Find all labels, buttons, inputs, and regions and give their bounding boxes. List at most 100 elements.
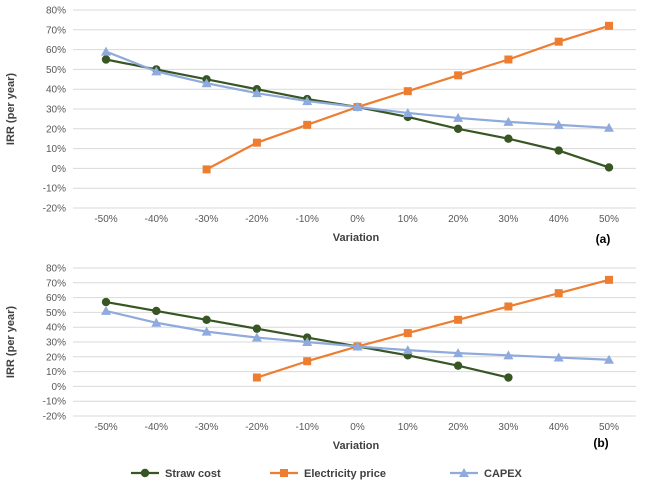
series-capex <box>101 46 614 132</box>
x-tick-label: 40% <box>549 214 569 225</box>
data-point <box>553 352 564 362</box>
data-point <box>152 306 161 316</box>
data-point <box>251 332 262 342</box>
x-tick-label: -20% <box>245 422 268 433</box>
data-point <box>252 373 261 382</box>
legend-item: CAPEX <box>450 468 523 480</box>
series-line <box>105 58 610 169</box>
data-point <box>201 78 212 88</box>
x-tick-label: 0% <box>350 422 365 433</box>
y-tick-label: 50% <box>46 308 66 319</box>
x-tick-label: 50% <box>599 214 619 225</box>
y-tick-label: 30% <box>46 338 66 349</box>
data-point <box>151 317 162 327</box>
x-tick-label: -30% <box>195 422 218 433</box>
data-point <box>101 297 111 307</box>
data-point <box>604 163 614 172</box>
legend-marker <box>459 468 469 477</box>
legend-label: Electricity price <box>304 468 386 480</box>
legend: Straw cost Electricity price CAPEX <box>131 468 523 480</box>
data-point <box>352 341 363 351</box>
y-tick-label: 40% <box>46 323 66 334</box>
x-tick-label: 30% <box>498 214 518 225</box>
data-point <box>504 302 513 311</box>
legend-marker <box>280 469 288 477</box>
series-line <box>256 278 610 379</box>
y-tick-label: 20% <box>46 124 66 135</box>
y-tick-label: -20% <box>43 204 66 215</box>
y-tick-label: 70% <box>46 25 66 36</box>
data-point <box>402 345 413 355</box>
data-point <box>604 354 614 364</box>
data-point <box>201 326 212 336</box>
x-tick-label: -10% <box>296 214 319 225</box>
x-tick-label: -40% <box>145 422 168 433</box>
x-tick-label: 20% <box>448 214 468 225</box>
data-point <box>554 289 563 298</box>
y-tick-label: 70% <box>46 278 66 289</box>
data-point <box>251 88 262 98</box>
y-tick-label: 80% <box>46 264 66 275</box>
x-tick-label: 10% <box>398 214 418 225</box>
y-tick-label: 50% <box>46 65 66 76</box>
y-axis-title: IRR (per year) <box>5 73 17 145</box>
chart-panel-b: -20% -10% 0% 10% 20% 30% 40% 50% 60% 70% 80% -50% -4… <box>5 264 636 452</box>
series-line <box>105 309 610 361</box>
data-point <box>352 102 363 112</box>
data-point <box>101 46 111 56</box>
chart-panel-a: -20% -10% 0% 10% 20% 30% 40% 50% 60% 70% 80% -50% -4… <box>5 6 636 246</box>
y-tick-label: 30% <box>46 105 66 116</box>
data-point <box>151 66 162 76</box>
data-point <box>252 324 262 333</box>
legend-item: Straw cost <box>131 468 221 480</box>
data-point <box>252 138 261 147</box>
data-point <box>504 134 513 143</box>
x-tick-label: -30% <box>195 214 218 225</box>
legend-label: Straw cost <box>165 468 221 480</box>
x-tick-label: -40% <box>145 214 168 225</box>
data-point <box>604 122 614 132</box>
data-point <box>504 55 513 64</box>
x-tick-label: 20% <box>448 422 468 433</box>
x-tick-label: 50% <box>599 422 619 433</box>
data-point <box>503 116 514 126</box>
y-tick-label: 60% <box>46 293 66 304</box>
y-tick-label: 80% <box>46 6 66 17</box>
data-point <box>605 21 613 30</box>
x-tick-label: -20% <box>245 214 268 225</box>
y-tick-label: -10% <box>43 184 66 195</box>
data-point <box>503 350 514 360</box>
y-tick-label: 40% <box>46 85 66 96</box>
data-point <box>302 96 313 106</box>
series-straw-cost <box>101 55 614 172</box>
data-point <box>605 275 613 284</box>
data-point <box>303 120 312 129</box>
series-capex <box>101 305 614 364</box>
data-point <box>453 348 464 358</box>
y-tick-label: 0% <box>52 164 67 175</box>
x-tick-label: 40% <box>549 422 569 433</box>
x-tick-label: -50% <box>94 214 117 225</box>
series-electricity-price <box>202 21 613 174</box>
data-point <box>453 361 463 370</box>
data-point <box>101 305 111 315</box>
data-point <box>403 329 412 338</box>
y-tick-label: -20% <box>43 412 66 423</box>
legend-item: Electricity price <box>270 468 386 480</box>
data-point <box>504 373 513 382</box>
data-point <box>553 119 564 129</box>
data-point <box>554 37 563 46</box>
panel-label: (b) <box>593 436 608 450</box>
data-point <box>454 71 463 80</box>
data-point <box>453 124 463 133</box>
data-point <box>554 146 563 155</box>
panel-label: (a) <box>596 232 611 246</box>
x-tick-label: 0% <box>350 214 365 225</box>
x-axis-title: Variation <box>333 232 380 244</box>
y-tick-label: 10% <box>46 144 66 155</box>
data-point <box>453 112 464 122</box>
legend-label: CAPEX <box>484 468 523 480</box>
x-axis-title: Variation <box>333 440 380 452</box>
y-tick-label: 0% <box>52 382 67 393</box>
